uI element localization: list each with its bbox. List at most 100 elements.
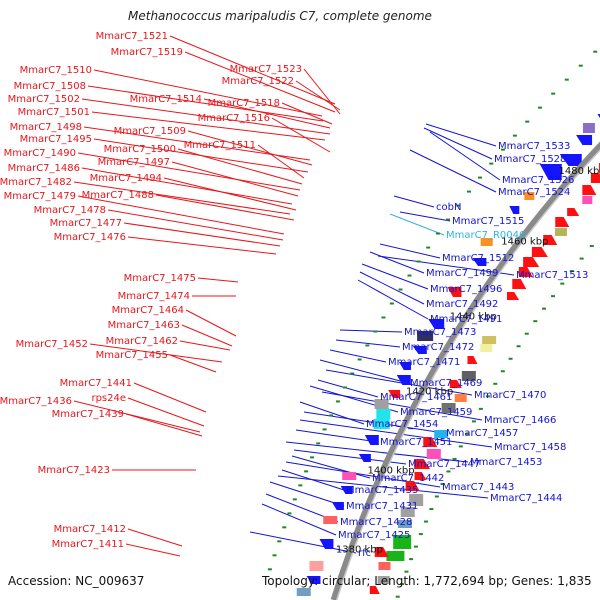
gene-label[interactable]: MmarC7_1499 <box>426 268 498 279</box>
gene-label[interactable]: MmarC7_1442 <box>372 473 444 484</box>
gene-label[interactable]: MmarC7_1464 <box>112 305 184 316</box>
gene-label[interactable]: MmarC7_1454 <box>366 419 438 430</box>
gene-label[interactable]: MmarC7_1495 <box>20 134 92 145</box>
gene-label[interactable]: MmarC7_1528 <box>494 154 566 165</box>
gene-label[interactable]: MmarC7_1508 <box>14 81 86 92</box>
gene-label[interactable]: MmarC7_1423 <box>38 465 110 476</box>
gene-label[interactable]: MmarC7_1472 <box>402 342 474 353</box>
gene-label[interactable]: cobN <box>436 202 461 213</box>
callout-line <box>123 222 281 247</box>
gene-label[interactable]: MmarC7_1411 <box>52 539 124 550</box>
gene-label[interactable]: MmarC7_R0046 <box>446 230 525 241</box>
callout-line <box>107 209 284 241</box>
gene-label[interactable]: rps24e <box>91 393 126 404</box>
gene-label[interactable]: MmarC7_1510 <box>20 65 92 76</box>
gene-label[interactable]: MmarC7_1425 <box>338 530 410 541</box>
gene-label[interactable]: MmarC7_1497 <box>98 157 170 168</box>
gene-label[interactable]: MmarC7_1523 <box>230 64 302 75</box>
gene-label[interactable]: MmarC7_1496 <box>430 284 502 295</box>
gene-label[interactable]: MmarC7_1490 <box>4 148 76 159</box>
gene-label[interactable]: MmarC7_1502 <box>8 94 80 105</box>
gene-arrow <box>559 154 582 166</box>
callout-line <box>169 35 336 105</box>
gene-label[interactable]: MmarC7_1435 <box>346 485 418 496</box>
gene-label[interactable]: MmarC7_1458 <box>494 442 566 453</box>
gene-label[interactable]: MmarC7_1431 <box>346 501 418 512</box>
gene-label[interactable]: MmarC7_1512 <box>442 253 514 264</box>
gene-label[interactable]: MmarC7_1453 <box>470 457 542 468</box>
gene-label[interactable]: MmarC7_1461 <box>380 392 452 403</box>
gene-label[interactable]: MmarC7_1443 <box>442 482 514 493</box>
gene-label[interactable]: MmarC7_1444 <box>490 493 562 504</box>
gene-arrow <box>414 459 431 469</box>
gene-label[interactable]: MmarC7_1524 <box>498 187 570 198</box>
gene-label[interactable]: MmarC7_1447 <box>408 459 480 470</box>
gene-label[interactable]: MmarC7_1457 <box>446 428 518 439</box>
gene-label[interactable]: MmarC7_1514 <box>130 94 202 105</box>
gene-label[interactable]: MmarC7_1486 <box>8 163 80 174</box>
gene-label[interactable]: MmarC7_1521 <box>96 31 168 42</box>
gene-label[interactable]: MmarC7_1533 <box>498 141 570 152</box>
gene-labels: MmarC7_1521MmarC7_1519MmarC7_1523MmarC7_… <box>0 31 588 559</box>
callout-line <box>399 211 451 222</box>
callout-line <box>425 123 497 147</box>
gene-feature <box>524 192 535 200</box>
map-title: Methanococcus maripaludis C7, complete g… <box>128 9 432 23</box>
gene-label[interactable]: MmarC7_1462 <box>106 336 178 347</box>
gene-feature <box>377 576 390 584</box>
gene-label[interactable]: MmarC7_1498 <box>10 122 82 133</box>
gene-label[interactable]: MmarC7_1518 <box>208 98 280 109</box>
gene-label[interactable]: MmarC7_1516 <box>198 113 270 124</box>
accession-text: Accession: NC_009637 <box>8 574 145 588</box>
gene-label[interactable]: MmarC7_1428 <box>340 517 412 528</box>
gene-label[interactable]: MmarC7_1515 <box>452 216 524 227</box>
gene-label[interactable]: MmarC7_1471 <box>388 357 460 368</box>
callout-line <box>261 503 337 536</box>
gene-label[interactable]: MmarC7_1451 <box>380 437 452 448</box>
callout-line <box>81 167 293 205</box>
callout-line <box>169 354 217 373</box>
gene-label[interactable]: MmarC7_1477 <box>50 218 122 229</box>
gene-label[interactable]: MmarC7_1473 <box>404 327 476 338</box>
gene-label[interactable]: MmarC7_1492 <box>426 299 498 310</box>
gene-label[interactable]: MmarC7_1476 <box>54 232 126 243</box>
gene-label[interactable]: MmarC7_1513 <box>516 270 588 281</box>
gene-label[interactable]: MmarC7_1455 <box>96 350 168 361</box>
gene-label[interactable]: MmarC7_1501 <box>18 107 90 118</box>
gene-arrow <box>567 208 580 216</box>
gene-label[interactable]: MmarC7_1470 <box>474 390 546 401</box>
gene-label[interactable]: MmarC7_1452 <box>16 339 88 350</box>
gene-label[interactable]: MmarC7_1526 <box>502 175 574 186</box>
gene-label[interactable]: MmarC7_1478 <box>34 205 106 216</box>
gene-label[interactable]: MmarC7_1479 <box>4 191 76 202</box>
gene-arrow <box>531 247 548 257</box>
gene-label[interactable]: MmarC7_1441 <box>60 378 132 389</box>
gene-label[interactable]: MmarC7_1475 <box>124 273 196 284</box>
gene-label[interactable]: MmarC7_1509 <box>114 126 186 137</box>
gene-label[interactable]: MmarC7_1519 <box>111 47 183 58</box>
gene-label[interactable]: rfc <box>358 548 371 559</box>
gene-label[interactable]: MmarC7_1511 <box>184 140 256 151</box>
gene-label[interactable]: MmarC7_1522 <box>222 76 294 87</box>
gene-label[interactable]: MmarC7_1463 <box>108 320 180 331</box>
callout-line <box>429 131 501 181</box>
gene-arrow <box>319 539 334 549</box>
gene-label[interactable]: MmarC7_1494 <box>90 173 162 184</box>
gene-label[interactable]: MmarC7_1491 <box>430 314 502 325</box>
gene-label[interactable]: MmarC7_1412 <box>54 524 126 535</box>
gene-arrow <box>369 586 380 594</box>
gene-label[interactable]: MmarC7_1500 <box>104 144 176 155</box>
gene-arrow <box>306 576 321 584</box>
gene-label[interactable]: MmarC7_1436 <box>0 396 72 407</box>
gene-label[interactable]: MmarC7_1439 <box>52 409 124 420</box>
callout-line <box>181 324 233 347</box>
gene-arrow <box>428 319 445 329</box>
gene-label[interactable]: MmarC7_1482 <box>0 177 72 188</box>
gene-arrow <box>398 362 411 370</box>
gene-label[interactable]: MmarC7_1466 <box>484 415 556 426</box>
gene-label[interactable]: MmarC7_1469 <box>410 378 482 389</box>
gene-label[interactable]: MmarC7_1459 <box>400 407 472 418</box>
gene-label[interactable]: MmarC7_1474 <box>118 291 190 302</box>
gene-label[interactable]: MmarC7_1488 <box>82 190 154 201</box>
gene-arrow <box>590 173 600 183</box>
